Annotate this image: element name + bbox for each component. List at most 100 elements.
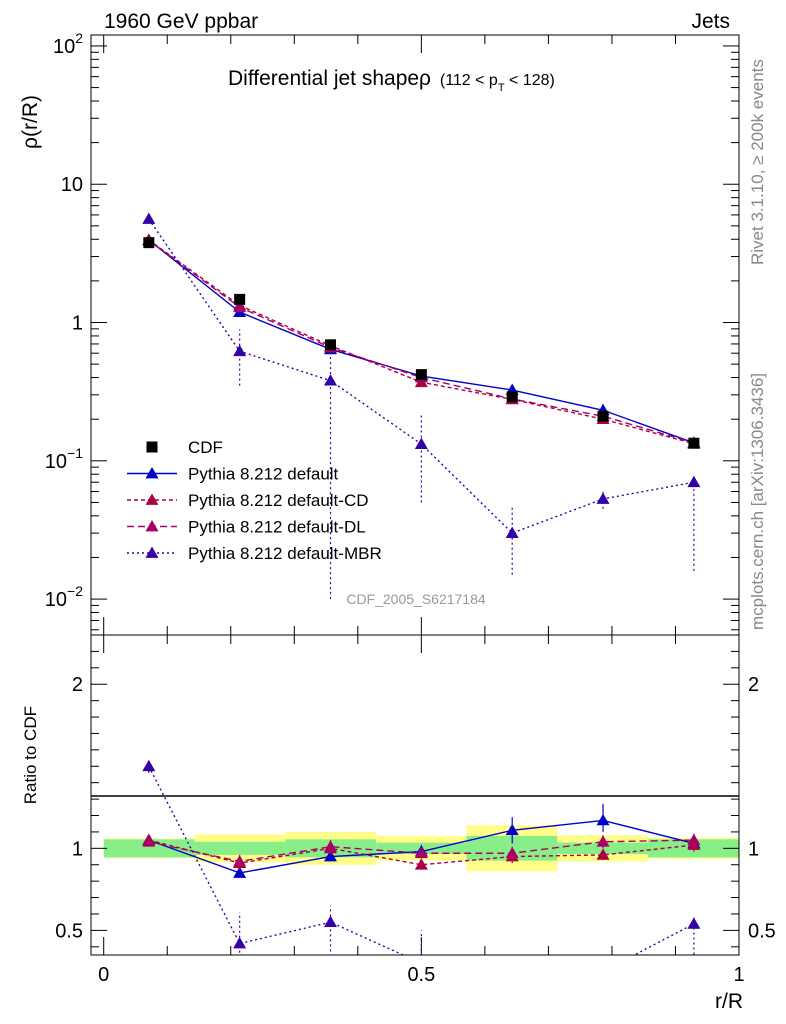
legend-marker — [145, 467, 159, 479]
ratio-point — [324, 915, 338, 928]
ratio-series-pythia-8-212-default-mbr — [142, 759, 701, 1001]
main-y-tick-label-base: 10 — [45, 589, 67, 611]
data-point — [142, 212, 156, 224]
ratio-point — [324, 850, 338, 862]
main-y-tick-label: 10−1 — [45, 445, 83, 473]
legend-label: Pythia 8.212 default-MBR — [188, 544, 382, 563]
ratio-y-tick-label: 0.5 — [55, 920, 83, 942]
legend-marker — [145, 493, 159, 505]
legend-label: CDF — [188, 438, 223, 457]
ratio-point — [687, 917, 701, 929]
chart-title-range: (112 < p — [440, 72, 498, 89]
legend-label: Pythia 8.212 default-CD — [188, 491, 369, 510]
mcplots-reference-label: mcplots.cern.ch [arXiv:1306.3436] — [748, 373, 767, 630]
legend-label: Pythia 8.212 default-DL — [188, 518, 366, 537]
legend-marker — [145, 546, 159, 558]
data-point — [143, 237, 155, 249]
data-point — [325, 339, 337, 351]
ratio-point — [233, 866, 247, 878]
ratio-point — [233, 937, 247, 949]
ratio-y-tick-label: 2 — [72, 674, 83, 696]
main-y-tick-label-base: 1 — [72, 313, 83, 335]
ratio-point — [506, 990, 519, 1001]
rivet-version-label: Rivet 3.1.10, ≥ 200k events — [748, 59, 767, 265]
main-y-tick-label: 1 — [72, 313, 83, 335]
data-point — [324, 374, 338, 386]
chart-title-subscript: T — [498, 82, 505, 94]
series-line — [148, 239, 695, 444]
series-cdf — [143, 237, 700, 449]
ratio-band-green — [194, 841, 286, 855]
data-point — [688, 437, 700, 449]
data-point — [414, 437, 428, 450]
legend-marker — [146, 441, 158, 453]
legend-item: Pythia 8.212 default-CD — [127, 491, 369, 510]
main-y-tick-label: 10−2 — [45, 583, 83, 611]
ratio-point — [505, 846, 519, 859]
x-axis-label: r/R — [715, 990, 743, 1013]
ratio-line — [148, 765, 695, 955]
main-y-axis-label: ρ(r/R) — [19, 95, 42, 149]
main-y-tick-label: 10 — [61, 174, 83, 196]
ratio-x-tick-label: 0.5 — [407, 964, 435, 986]
ratio-y-axis-label: Ratio to CDF — [21, 706, 40, 804]
ratio-series-group — [142, 759, 701, 1001]
analysis-watermark: CDF_2005_S6217184 — [346, 591, 486, 607]
energy-label: 1960 GeV ppbar — [104, 10, 258, 33]
ratio-x-tick-label: 0 — [98, 964, 109, 986]
main-y-tick-label-exponent: −2 — [67, 583, 83, 599]
ratio-point — [596, 813, 610, 826]
ratio-y-tick-label-right: 1 — [748, 838, 759, 860]
series-line — [148, 239, 695, 444]
legend-item: Pythia 8.212 default-MBR — [127, 544, 382, 563]
legend-marker — [145, 520, 159, 532]
ratio-band-green — [103, 839, 195, 858]
legend-label: Pythia 8.212 default — [188, 465, 339, 484]
data-point — [233, 300, 247, 313]
data-point — [596, 492, 610, 504]
ratio-plot-frame — [90, 634, 740, 956]
ratio-point — [324, 840, 338, 852]
ratio-point — [597, 965, 610, 976]
process-label: Jets — [691, 10, 730, 33]
ratio-x-tick-label: 1 — [733, 964, 744, 986]
ratio-y-tick-label: 1 — [72, 838, 83, 860]
ratio-point — [414, 846, 428, 859]
main-y-tick-label: 102 — [53, 30, 83, 58]
ratio-y-tick-label-right: 2 — [748, 674, 759, 696]
main-y-tick-label-exponent: 2 — [75, 30, 83, 46]
data-point — [687, 475, 701, 488]
ratio-point — [142, 759, 156, 772]
ratio-point — [142, 835, 156, 847]
main-y-tick-label-exponent: −1 — [67, 445, 83, 461]
ratio-y-tick-label-right: 0.5 — [748, 920, 776, 942]
legend-item: Pythia 8.212 default — [127, 465, 339, 484]
data-point — [506, 391, 518, 403]
legend-item: Pythia 8.212 default-DL — [127, 518, 366, 537]
data-point — [233, 344, 247, 357]
data-point — [234, 293, 246, 305]
chart-title: Differential jet shapeρ (112 < pT < 128) — [228, 67, 555, 94]
ratio-point — [233, 854, 247, 867]
legend: CDF Pythia 8.212 default Pythia 8.212 defa… — [127, 438, 382, 563]
chart-title-range-end: < 128) — [505, 72, 555, 89]
ratio-point — [596, 835, 610, 847]
legend-item: CDF — [146, 438, 223, 457]
ratio-point — [505, 823, 519, 836]
ratio-axis-ticks: 0.5 0.51 12 20 0.5 1 — [55, 635, 776, 986]
ratio-series-pythia-8-212-default-dl — [142, 833, 701, 869]
main-y-tick-label-base: 10 — [53, 36, 75, 58]
ratio-point — [414, 858, 428, 870]
data-point — [415, 369, 427, 381]
main-y-tick-label-base: 10 — [45, 451, 67, 473]
data-point — [505, 526, 519, 538]
series-pythia-8-212-default-mbr — [142, 212, 701, 600]
ratio-point — [687, 833, 701, 846]
main-y-tick-label-base: 10 — [61, 174, 83, 196]
ratio-point — [596, 848, 610, 860]
chart-title-main: Differential jet shapeρ — [228, 67, 431, 90]
data-point — [597, 410, 609, 422]
main-series-group — [142, 212, 701, 600]
